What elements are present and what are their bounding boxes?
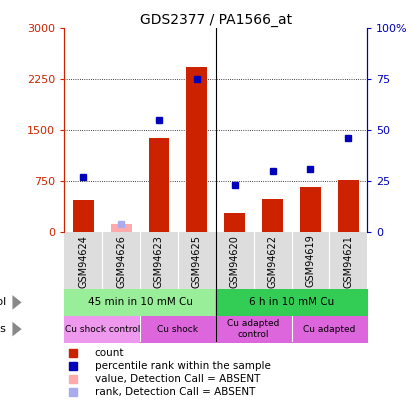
Title: GDS2377 / PA1566_at: GDS2377 / PA1566_at bbox=[140, 13, 292, 27]
Text: protocol: protocol bbox=[0, 297, 6, 307]
Text: GSM94622: GSM94622 bbox=[268, 234, 278, 288]
Bar bbox=[149, 138, 169, 232]
Text: value, Detection Call = ABSENT: value, Detection Call = ABSENT bbox=[95, 374, 260, 384]
Text: Cu shock: Cu shock bbox=[157, 324, 198, 334]
Bar bbox=[225, 213, 245, 232]
Text: GSM94620: GSM94620 bbox=[230, 234, 240, 288]
Text: GSM94619: GSM94619 bbox=[305, 234, 315, 288]
Bar bbox=[338, 180, 359, 232]
Text: Cu adapted: Cu adapted bbox=[303, 324, 356, 334]
Text: Cu adapted
control: Cu adapted control bbox=[227, 320, 280, 339]
Text: GSM94624: GSM94624 bbox=[78, 234, 88, 288]
Bar bbox=[186, 67, 207, 232]
Text: GSM94626: GSM94626 bbox=[116, 234, 126, 288]
Text: count: count bbox=[95, 348, 124, 358]
Text: rank, Detection Call = ABSENT: rank, Detection Call = ABSENT bbox=[95, 387, 255, 396]
Bar bbox=[73, 200, 94, 232]
Bar bbox=[262, 198, 283, 232]
Text: GSM94623: GSM94623 bbox=[154, 234, 164, 288]
Text: stress: stress bbox=[0, 324, 6, 334]
Bar bbox=[300, 187, 321, 232]
Bar bbox=[111, 224, 132, 232]
Text: Cu shock control: Cu shock control bbox=[64, 324, 140, 334]
Text: GSM94621: GSM94621 bbox=[343, 234, 353, 288]
Text: GSM94625: GSM94625 bbox=[192, 234, 202, 288]
Text: 45 min in 10 mM Cu: 45 min in 10 mM Cu bbox=[88, 297, 193, 307]
Text: 6 h in 10 mM Cu: 6 h in 10 mM Cu bbox=[249, 297, 334, 307]
Text: percentile rank within the sample: percentile rank within the sample bbox=[95, 361, 271, 371]
